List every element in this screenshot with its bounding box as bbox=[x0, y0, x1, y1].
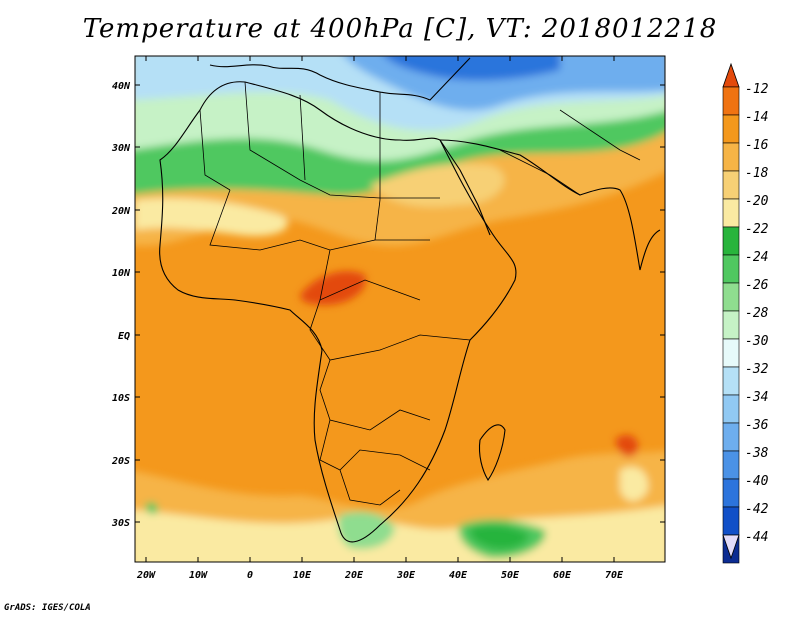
colorbar-label: -38 bbox=[745, 446, 769, 461]
lon-label: 60E bbox=[553, 570, 572, 581]
lat-label: 30N bbox=[111, 143, 131, 154]
colorbar-cell bbox=[722, 114, 740, 144]
colorbar-label: -30 bbox=[745, 334, 769, 349]
colorbar-cell bbox=[722, 394, 740, 424]
lon-label: 20W bbox=[136, 570, 156, 581]
colorbar-cell bbox=[722, 450, 740, 480]
colorbar-cell bbox=[722, 478, 740, 508]
colorbar-cell bbox=[722, 310, 740, 340]
colorbar-cell bbox=[722, 254, 740, 284]
colorbar-label: -24 bbox=[745, 250, 768, 265]
colorbar-cell bbox=[722, 282, 740, 312]
lon-label: 50E bbox=[501, 570, 520, 581]
lat-label: 20N bbox=[111, 206, 131, 217]
lon-label: 10W bbox=[189, 570, 208, 581]
colorbar-cell bbox=[722, 170, 740, 200]
latitude-axis: 40N 30N 20N 10N EQ 10S 20S 30S bbox=[111, 81, 665, 529]
colorbar-cell bbox=[722, 198, 740, 228]
lat-label: EQ bbox=[118, 331, 130, 342]
lat-label: 30S bbox=[111, 518, 130, 529]
lat-label: 20S bbox=[111, 456, 130, 467]
lon-label: 0 bbox=[247, 570, 253, 581]
lon-label: 70E bbox=[605, 570, 624, 581]
colorbar-label: -12 bbox=[745, 82, 769, 97]
lat-label: 10S bbox=[112, 393, 130, 404]
colorbar-max-triangle bbox=[722, 62, 740, 88]
colorbar-cell bbox=[722, 338, 740, 368]
colorbar-label: -16 bbox=[745, 138, 769, 153]
colorbar-cell bbox=[722, 366, 740, 396]
colorbar-cell bbox=[722, 422, 740, 452]
grads-credit: GrADS: IGES/COLA bbox=[4, 603, 91, 613]
lon-label: 10E bbox=[293, 570, 312, 581]
coastlines bbox=[159, 57, 661, 543]
colorbar-cell bbox=[722, 86, 740, 116]
colorbar: -12 -14 -16 -18 -20 -22 -24 -26 -28 -30 … bbox=[722, 62, 769, 564]
colorbar-label: -14 bbox=[745, 110, 768, 125]
colorbar-label: -36 bbox=[745, 418, 769, 433]
colorbar-label: -40 bbox=[745, 474, 769, 489]
country-borders bbox=[199, 81, 641, 506]
colorbar-label: -26 bbox=[745, 278, 769, 293]
temperature-field bbox=[135, 56, 665, 562]
colorbar-min-triangle bbox=[722, 534, 740, 560]
lon-label: 30E bbox=[396, 570, 416, 581]
colorbar-cell bbox=[722, 506, 740, 536]
colorbar-label: -28 bbox=[745, 306, 769, 321]
colorbar-label: -32 bbox=[745, 362, 769, 377]
colorbar-label: -42 bbox=[745, 502, 769, 517]
colorbar-cell bbox=[722, 142, 740, 172]
map-title: Temperature at 400hPa [C], VT: 201801221… bbox=[82, 14, 718, 44]
colorbar-label: -22 bbox=[745, 222, 769, 237]
colorbar-label: -34 bbox=[745, 390, 768, 405]
colorbar-cell bbox=[722, 226, 740, 256]
lon-label: 40E bbox=[449, 570, 468, 581]
longitude-axis: 20W 10W 0 10E 20E 30E 40E 50E 60E 70E bbox=[136, 56, 624, 581]
map-frame bbox=[134, 55, 666, 563]
colorbar-label: -44 bbox=[745, 530, 768, 545]
colorbar-label: -18 bbox=[745, 166, 769, 181]
lon-label: 20E bbox=[344, 570, 364, 581]
lat-label: 40N bbox=[112, 81, 131, 92]
colorbar-label: -20 bbox=[745, 194, 769, 209]
lat-label: 10N bbox=[112, 268, 131, 279]
